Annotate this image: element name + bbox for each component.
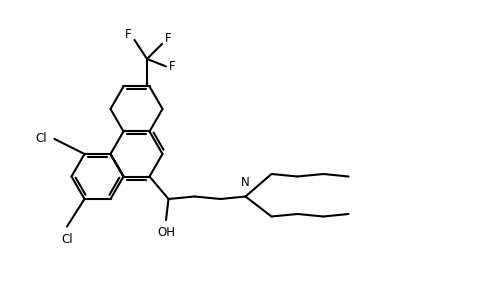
Text: Cl: Cl bbox=[36, 133, 47, 146]
Text: F: F bbox=[125, 29, 132, 41]
Text: N: N bbox=[241, 176, 250, 189]
Text: F: F bbox=[168, 60, 175, 73]
Text: OH: OH bbox=[157, 226, 175, 240]
Text: Cl: Cl bbox=[61, 233, 73, 246]
Text: F: F bbox=[164, 33, 172, 45]
